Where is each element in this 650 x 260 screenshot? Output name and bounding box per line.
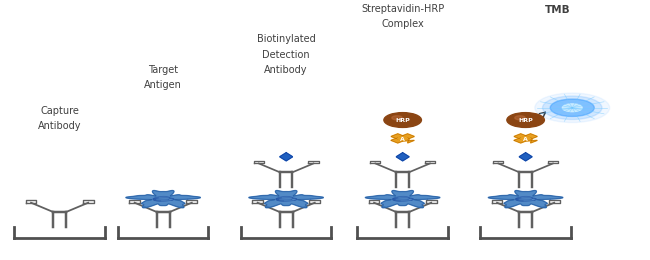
Text: Antibody: Antibody <box>38 121 81 131</box>
Text: TMB: TMB <box>545 5 571 15</box>
Polygon shape <box>519 153 532 161</box>
Polygon shape <box>126 191 200 208</box>
Polygon shape <box>391 138 402 143</box>
Circle shape <box>398 137 407 140</box>
Text: HRP: HRP <box>518 118 533 122</box>
Text: HRP: HRP <box>395 118 410 122</box>
Polygon shape <box>514 138 526 143</box>
Polygon shape <box>488 191 563 208</box>
Text: Target: Target <box>148 65 178 75</box>
Circle shape <box>562 104 582 112</box>
Circle shape <box>392 116 402 120</box>
Polygon shape <box>526 138 538 143</box>
Polygon shape <box>391 134 402 138</box>
Text: Streptavidin-HRP: Streptavidin-HRP <box>361 4 445 14</box>
Text: Antibody: Antibody <box>265 65 308 75</box>
Circle shape <box>521 137 530 140</box>
Text: Biotinylated: Biotinylated <box>257 34 315 44</box>
Circle shape <box>507 113 545 127</box>
Polygon shape <box>514 134 526 138</box>
Circle shape <box>384 113 421 127</box>
Circle shape <box>551 99 594 116</box>
Text: A: A <box>523 137 528 142</box>
Circle shape <box>535 93 610 122</box>
Text: Capture: Capture <box>40 106 79 116</box>
Text: Detection: Detection <box>263 50 310 60</box>
Polygon shape <box>402 134 414 138</box>
Text: Complex: Complex <box>382 19 424 29</box>
Text: A: A <box>400 137 405 142</box>
Polygon shape <box>526 134 538 138</box>
Polygon shape <box>396 153 409 161</box>
Polygon shape <box>402 138 414 143</box>
Polygon shape <box>249 191 324 208</box>
Polygon shape <box>365 191 440 208</box>
Circle shape <box>543 96 602 120</box>
Polygon shape <box>280 153 292 161</box>
Text: Antigen: Antigen <box>144 80 182 90</box>
Circle shape <box>515 116 525 120</box>
